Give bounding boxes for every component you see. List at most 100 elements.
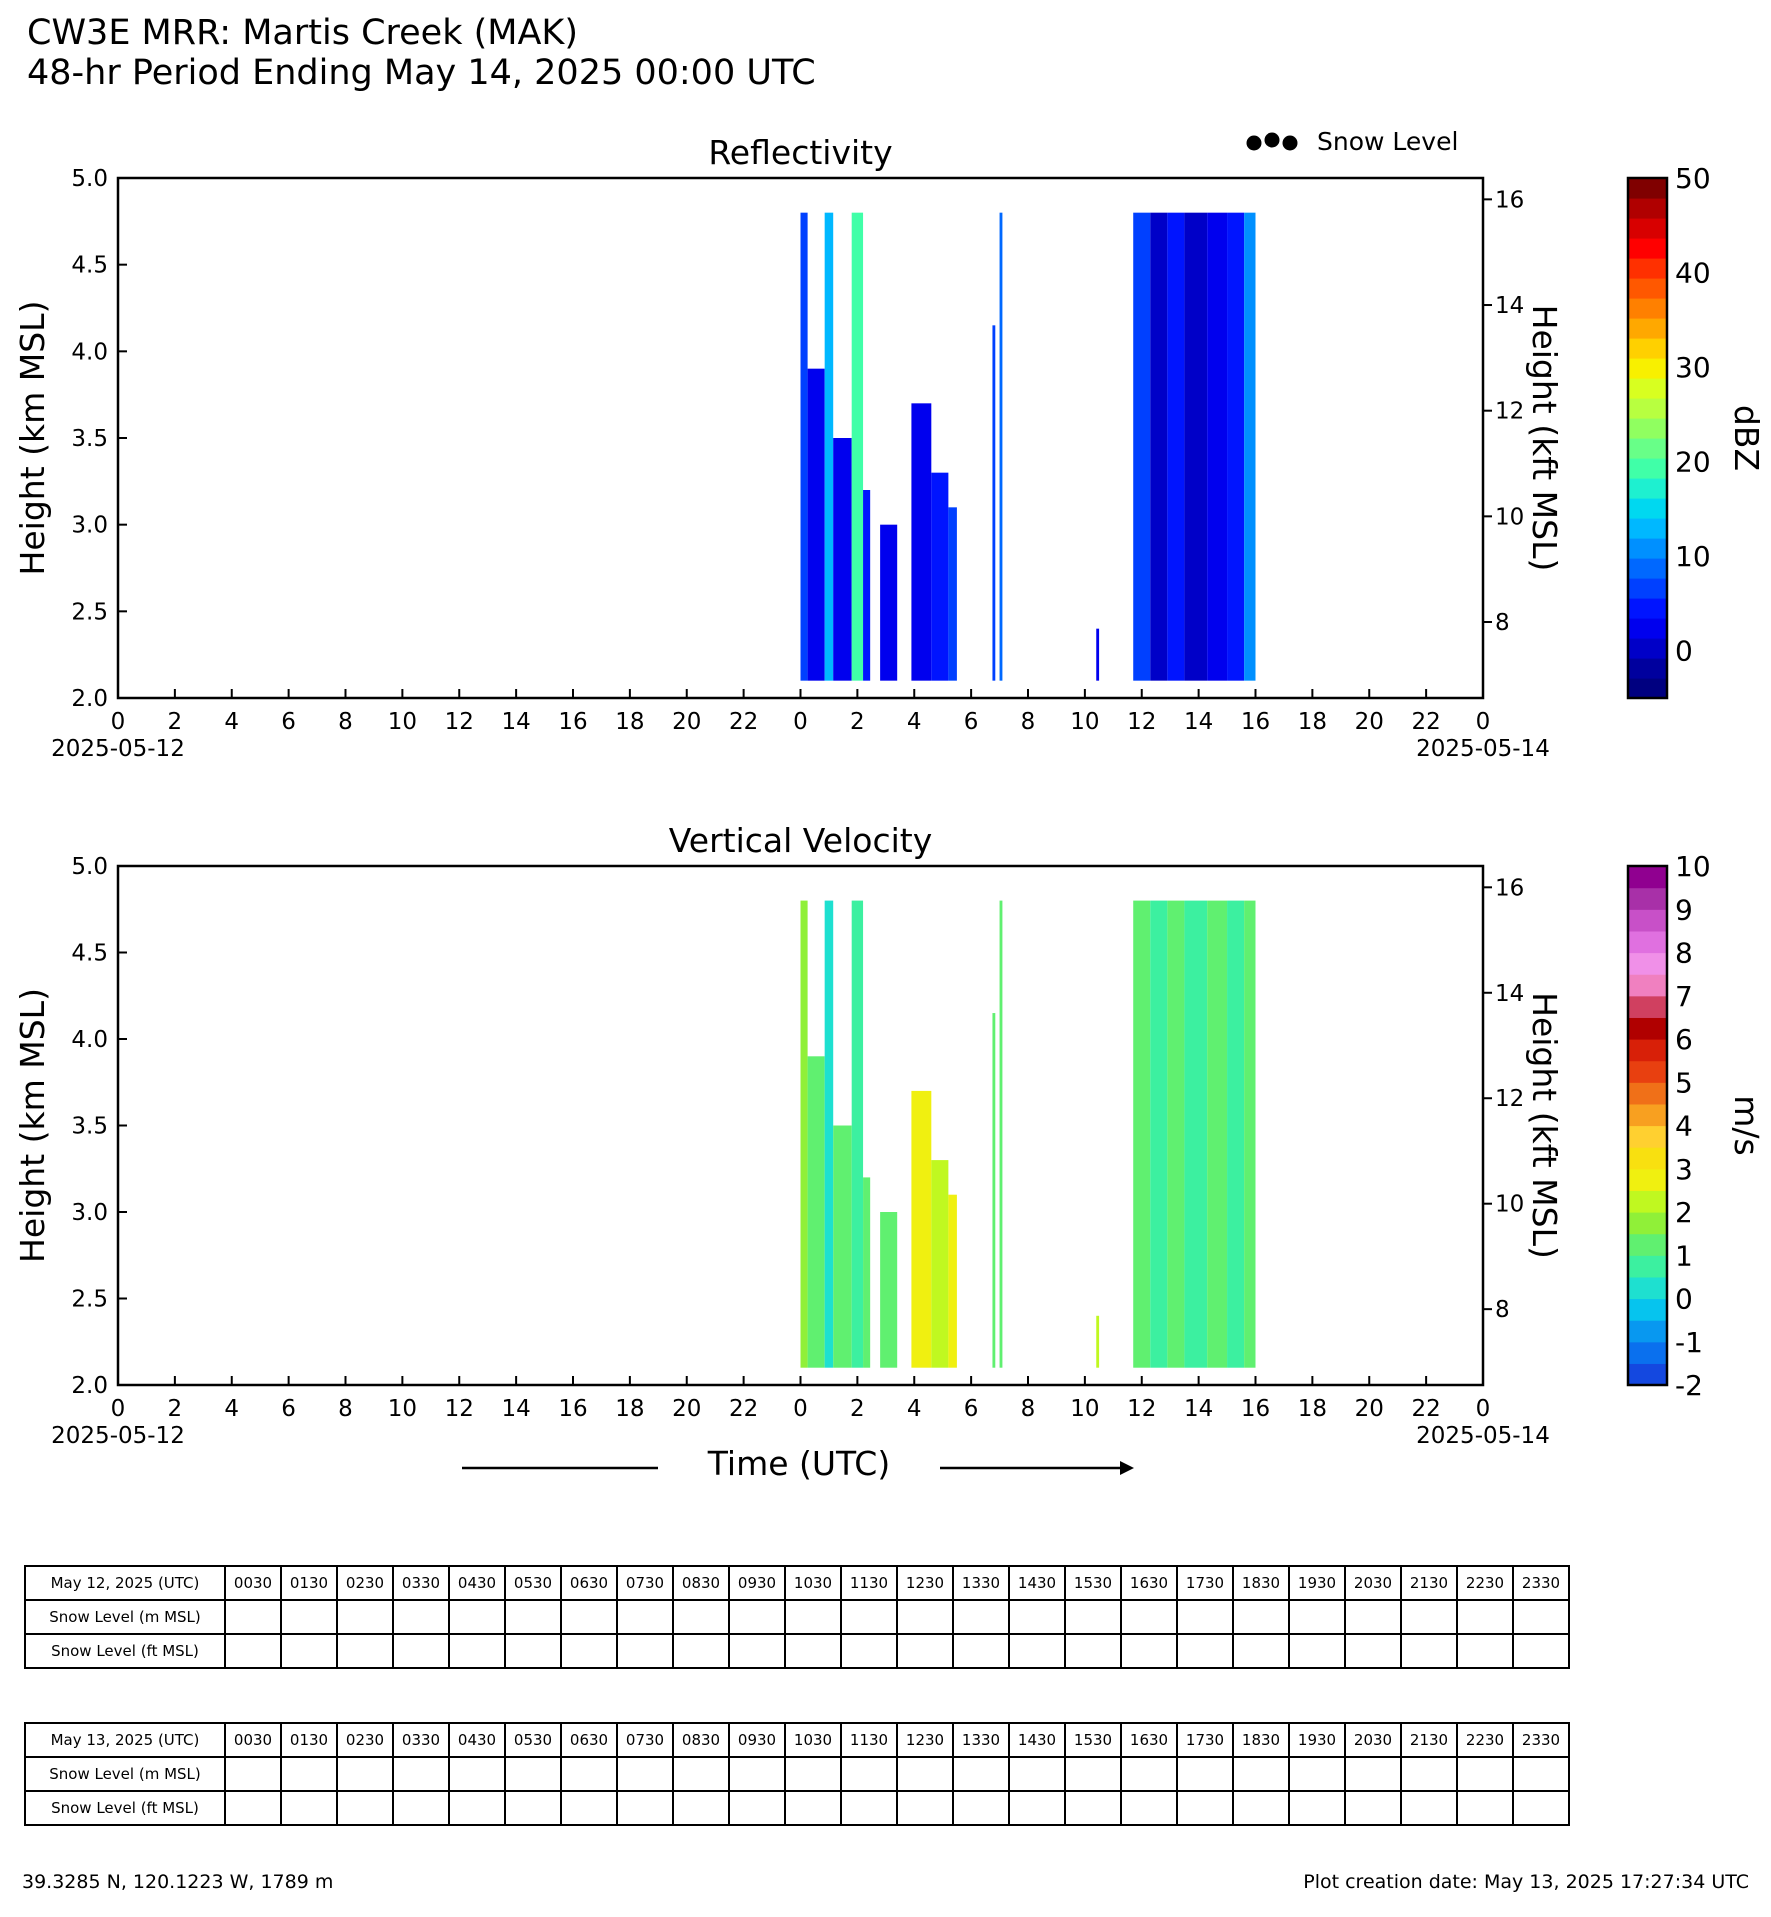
table-cell — [1176, 1633, 1234, 1669]
colorbar-frame — [1626, 176, 1669, 700]
colorbar-segment — [1628, 1060, 1667, 1083]
colorbar-segment — [1628, 398, 1667, 419]
y-axis-label: Height (km MSL) — [13, 301, 52, 576]
table-time-header: 0430 — [448, 1565, 506, 1601]
x-tick-label: 8 — [338, 1396, 353, 1422]
table-cell — [560, 1756, 618, 1792]
table-time-header: 2130 — [1400, 1722, 1458, 1758]
x-tick-label: 18 — [1298, 1396, 1327, 1422]
y-tick-label: 3.5 — [71, 426, 108, 452]
data-cell — [1184, 900, 1208, 1368]
colorbar-tick-label: 3 — [1675, 1153, 1693, 1186]
colorbar-segment — [1628, 1125, 1667, 1148]
table-cell — [616, 1756, 674, 1792]
colorbar-segment — [1628, 995, 1667, 1018]
table-time-header: 2330 — [1512, 1565, 1570, 1601]
x-tick-label: 0 — [1476, 1396, 1491, 1422]
colorbar-segment — [1628, 1212, 1667, 1235]
x-tick-label: 22 — [729, 709, 758, 735]
table-cell — [1344, 1633, 1402, 1669]
colorbar-segment — [1628, 258, 1667, 279]
table-cell — [1288, 1790, 1346, 1826]
colorbar-segment — [1628, 1168, 1667, 1191]
y-tick-label: 3.0 — [71, 513, 108, 539]
table-cell — [840, 1756, 898, 1792]
data-cell — [1150, 212, 1168, 681]
x-tick-label: 4 — [907, 1396, 922, 1422]
table-cell — [1176, 1599, 1234, 1635]
table-cell — [560, 1633, 618, 1669]
colorbar-tick-label: 2 — [1675, 1196, 1693, 1229]
table-cell — [1064, 1756, 1122, 1792]
table-row: May 13, 2025 (UTC) 0030 0130 0230 0330 0430 05… — [24, 1722, 1570, 1758]
x-tick-label: 12 — [445, 709, 474, 735]
table-cell — [336, 1599, 394, 1635]
y-tick-label: 5.0 — [71, 854, 108, 880]
x-tick-label: 22 — [729, 1396, 758, 1422]
data-cell — [824, 212, 834, 681]
table-cell — [672, 1599, 730, 1635]
data-cell — [931, 1160, 949, 1368]
y-right-tick-label: 10 — [1495, 1192, 1524, 1218]
table-time-header: 1230 — [896, 1722, 954, 1758]
x-tick-label: 0 — [111, 1396, 126, 1422]
colorbar-segment — [1628, 558, 1667, 579]
table-cell — [224, 1599, 282, 1635]
table-time-header: 1330 — [952, 1565, 1010, 1601]
table-time-header: 0930 — [728, 1722, 786, 1758]
table-time-header: 0130 — [280, 1722, 338, 1758]
colorbar-segment — [1628, 952, 1667, 975]
x-tick-label: 8 — [338, 709, 353, 735]
table-cell — [952, 1599, 1010, 1635]
snow-level-legend: Snow Level — [1317, 127, 1458, 156]
x-tick-label: 6 — [964, 709, 979, 735]
data-cell — [1244, 212, 1256, 681]
table-cell — [1120, 1790, 1178, 1826]
table-time-header: 1430 — [1008, 1722, 1066, 1758]
colorbar-segment — [1628, 498, 1667, 519]
x-tick-label: 18 — [1298, 709, 1327, 735]
data-cell — [992, 1013, 996, 1368]
colorbar-segment — [1628, 458, 1667, 479]
colorbar-segment — [1628, 598, 1667, 619]
table-cell — [280, 1790, 338, 1826]
table-time-header: 1030 — [784, 1565, 842, 1601]
table-cell — [840, 1633, 898, 1669]
colorbar-segment — [1628, 1017, 1667, 1040]
y-right-tick-label: 14 — [1495, 293, 1524, 319]
colorbar-segment — [1628, 418, 1667, 439]
colorbar-segment — [1628, 1233, 1667, 1256]
table-time-header: 0630 — [560, 1565, 618, 1601]
table-row: Snow Level (m MSL) — [24, 1756, 1570, 1792]
y-tick-label: 4.0 — [71, 339, 108, 365]
colorbar-segment — [1628, 1147, 1667, 1170]
data-cell — [880, 1212, 898, 1368]
x-tick-label: 18 — [615, 1396, 644, 1422]
table-cell — [784, 1599, 842, 1635]
x-start-date: 2025-05-12 — [51, 736, 185, 762]
x-tick-label: 14 — [1184, 709, 1213, 735]
x-tick-label: 14 — [1184, 1396, 1213, 1422]
table-cell — [728, 1756, 786, 1792]
colorbar-segment — [1628, 1190, 1667, 1213]
y-right-axis-label: Height (kft MSL) — [1525, 305, 1564, 572]
data-cell — [824, 900, 834, 1368]
colorbar-segment — [1628, 358, 1667, 379]
colorbar-segment — [1628, 478, 1667, 499]
colorbar-segment — [1628, 1298, 1667, 1321]
x-tick-label: 4 — [224, 709, 239, 735]
table-cell — [504, 1790, 562, 1826]
colorbar-segment — [1628, 298, 1667, 319]
x-tick-label: 10 — [388, 709, 417, 735]
table-cell — [392, 1756, 450, 1792]
x-tick-label: 4 — [224, 1396, 239, 1422]
colorbar-segment — [1628, 1320, 1667, 1343]
x-tick-label: 2 — [850, 1396, 865, 1422]
table-cell — [1064, 1599, 1122, 1635]
y-tick-label: 4.5 — [71, 253, 108, 279]
table-cell — [616, 1599, 674, 1635]
x-tick-label: 16 — [558, 1396, 587, 1422]
table-cell — [616, 1633, 674, 1669]
table-cell — [896, 1599, 954, 1635]
data-cell — [851, 900, 864, 1368]
